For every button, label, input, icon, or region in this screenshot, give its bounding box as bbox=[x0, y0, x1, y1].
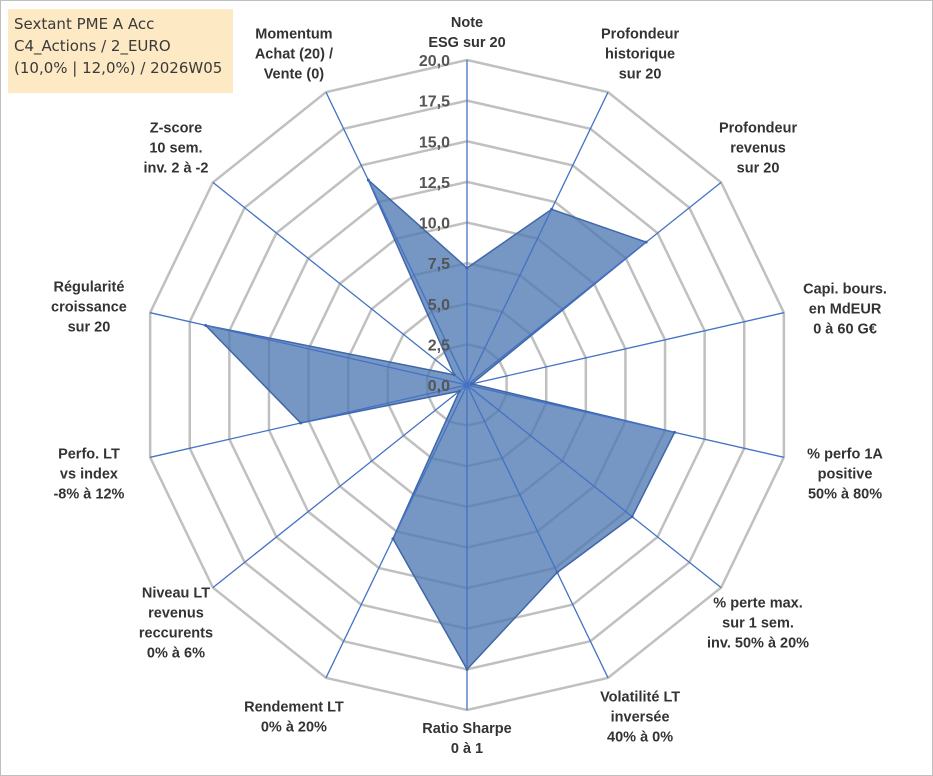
axis-label-line: 10 sem. bbox=[149, 141, 202, 157]
axis-label-line: sur 1 sem. bbox=[722, 615, 794, 631]
spoke-line-14 bbox=[325, 91, 468, 386]
data-point-6 bbox=[630, 515, 634, 519]
axis-label-11: Perfo. LT vs index -8% à 12% bbox=[53, 446, 124, 502]
axis-label-line: 0% à 6% bbox=[147, 645, 205, 661]
axis-label-7: Volatilité LT inversée 40% à 0% bbox=[600, 689, 680, 745]
axis-label-line: ESG sur 20 bbox=[428, 35, 505, 51]
axis-label-6: % perte max. sur 1 sem. inv. 50% à 20% bbox=[707, 595, 809, 651]
tick-label-7: 17,5 bbox=[419, 94, 450, 111]
spoke-line-7 bbox=[466, 384, 609, 679]
axis-label-line: inv. 2 à -2 bbox=[143, 161, 208, 177]
tick-label-0: 0,0 bbox=[428, 378, 450, 395]
axis-label-line: Rendement LT bbox=[244, 699, 344, 715]
axis-label-line: Ratio Sharpe bbox=[422, 721, 511, 737]
fund-name: Sextant PME A Acc bbox=[14, 15, 155, 33]
axis-label-line: Momentum bbox=[255, 27, 332, 43]
axis-label-9: Rendement LT 0% à 20% bbox=[244, 699, 344, 735]
axis-label-line: sur 20 bbox=[619, 67, 662, 83]
axis-label-5: % perfo 1A positive 50% à 80% bbox=[807, 446, 883, 502]
axis-label-line: vs index bbox=[60, 466, 118, 482]
spoke-line-12 bbox=[150, 312, 468, 386]
spoke-line-5 bbox=[466, 384, 784, 458]
axis-label-line: Volatilité LT bbox=[600, 689, 680, 705]
axis-label-line: inversée bbox=[611, 709, 670, 725]
axis-label-line: positive bbox=[818, 466, 873, 482]
tick-label-1: 2,5 bbox=[428, 337, 450, 354]
tick-label-4: 10,0 bbox=[419, 216, 450, 233]
axis-label-line: Achat (20) / bbox=[255, 47, 333, 63]
data-point-7 bbox=[555, 570, 559, 574]
axis-label-line: % perfo 1A bbox=[807, 446, 883, 462]
data-point-1 bbox=[465, 266, 469, 270]
axis-label-line: 0 à 60 G€ bbox=[813, 322, 877, 338]
axis-label-10: Niveau LT revenus reccurents 0% à 6% bbox=[139, 585, 213, 661]
axis-label-line: revenus bbox=[148, 605, 204, 621]
axis-label-line: reccurents bbox=[139, 625, 213, 641]
axis-label-1: Note ESG sur 20 bbox=[428, 15, 505, 51]
axis-label-3: Profondeur revenus sur 20 bbox=[719, 121, 797, 177]
tick-label-2: 5,0 bbox=[428, 297, 450, 314]
axis-label-line: historique bbox=[605, 47, 675, 63]
data-point-5 bbox=[673, 430, 677, 434]
axis-label-line: Vente (0) bbox=[264, 67, 325, 83]
axis-label-line: 40% à 0% bbox=[607, 729, 673, 745]
data-point-3 bbox=[644, 240, 648, 244]
data-point-4 bbox=[470, 382, 474, 386]
axis-label-line: revenus bbox=[730, 141, 786, 157]
axis-label-line: Niveau LT bbox=[142, 585, 210, 601]
axis-label-line: 0% à 20% bbox=[261, 719, 327, 735]
axis-label-8: Ratio Sharpe 0 à 1 bbox=[422, 721, 511, 757]
axis-label-4: Capi. bours. en MdEUR 0 à 60 G€ bbox=[803, 282, 887, 338]
axis-label-line: Perfo. LT bbox=[58, 446, 120, 462]
axis-label-line: Régularité bbox=[53, 280, 124, 296]
data-point-13 bbox=[452, 373, 456, 377]
spoke-line-2 bbox=[466, 91, 609, 386]
axis-label-line: -8% à 12% bbox=[53, 486, 124, 502]
series-area bbox=[204, 179, 676, 671]
axis-label-line: Z-score bbox=[150, 121, 202, 137]
axis-label-line: sur 20 bbox=[68, 320, 111, 336]
axis-label-line: Capi. bours. bbox=[803, 282, 887, 298]
tick-label-8: 20,0 bbox=[419, 53, 450, 70]
axis-label-14: Momentum Achat (20) / Vente (0) bbox=[255, 27, 333, 83]
fund-info-box: Sextant PME A Acc C4_Actions / 2_EURO (1… bbox=[8, 9, 233, 93]
axis-label-line: % perte max. bbox=[713, 595, 802, 611]
axis-label-line: 50% à 80% bbox=[808, 486, 882, 502]
axis-label-line: inv. 50% à 20% bbox=[707, 635, 809, 651]
spoke-line-3 bbox=[466, 181, 722, 386]
axis-label-13: Z-score 10 sem. inv. 2 à -2 bbox=[143, 121, 208, 177]
spoke-line-10 bbox=[212, 384, 468, 589]
data-point-11 bbox=[299, 421, 303, 425]
axis-label-12: Régularité croissance sur 20 bbox=[51, 280, 127, 336]
data-point-2 bbox=[550, 207, 554, 211]
spoke-line-9 bbox=[325, 384, 468, 679]
axis-label-line: Profondeur bbox=[601, 27, 679, 43]
spoke-line-13 bbox=[212, 181, 468, 386]
data-point-8 bbox=[465, 667, 469, 671]
tick-label-6: 15,0 bbox=[419, 134, 450, 151]
axis-label-line: Profondeur bbox=[719, 121, 797, 137]
axis-label-line: 0 à 1 bbox=[451, 741, 483, 757]
spoke-line-6 bbox=[466, 384, 722, 589]
axis-label-line: Note bbox=[451, 15, 483, 31]
axis-label-2: Profondeur historique sur 20 bbox=[601, 27, 679, 83]
data-point-14 bbox=[366, 178, 370, 182]
data-point-12 bbox=[204, 323, 208, 327]
data-point-10 bbox=[457, 389, 461, 393]
spoke-line-11 bbox=[150, 384, 468, 458]
tick-label-5: 12,5 bbox=[419, 175, 450, 192]
axis-label-line: croissance bbox=[51, 300, 127, 316]
tick-label-3: 7,5 bbox=[428, 256, 450, 273]
spoke-line-4 bbox=[466, 312, 784, 386]
axis-label-line: en MdEUR bbox=[809, 302, 882, 318]
axis-label-line: sur 20 bbox=[737, 161, 780, 177]
fund-category: C4_Actions / 2_EURO bbox=[14, 37, 171, 55]
fund-period: (10,0% | 12,0%) / 2026W05 bbox=[14, 59, 223, 77]
data-point-9 bbox=[391, 537, 395, 541]
